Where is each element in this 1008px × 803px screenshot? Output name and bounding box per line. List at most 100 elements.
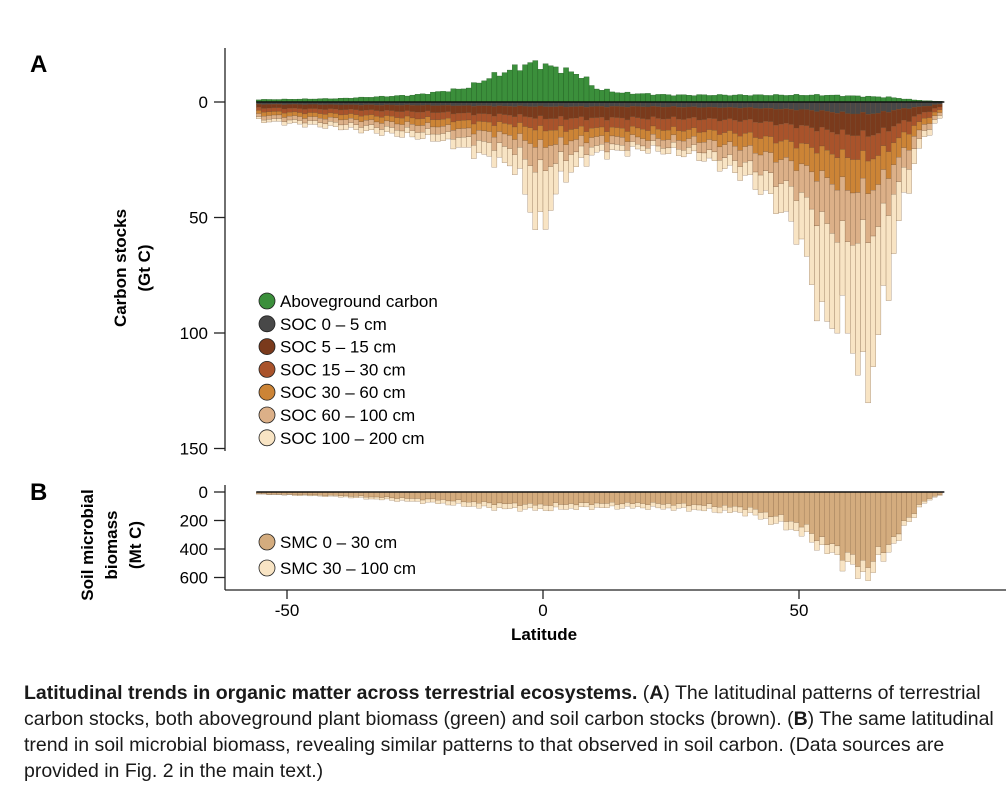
bar-soc-layer-6 [542, 170, 549, 230]
bar-aboveground [860, 96, 866, 103]
bar-soc-layer-2 [809, 110, 815, 128]
bar-soc-layer-2 [819, 110, 825, 128]
bar-soc-layer-6 [803, 197, 810, 257]
bar-smc-layer-2 [455, 499, 462, 504]
figure-caption: Latitudinal trends in organic matter acr… [24, 680, 1000, 784]
bar-smc-layer-2 [466, 502, 472, 507]
bar-soc-layer-2 [578, 106, 585, 117]
bar-soc-layer-2 [839, 111, 846, 130]
bar-soc-layer-2 [542, 106, 549, 120]
bar-soc-layer-2 [880, 110, 887, 128]
bar-aboveground [793, 94, 800, 103]
bar-aboveground [727, 95, 733, 103]
bar-soc-layer-3 [496, 113, 503, 122]
panel-b-ylabel-line2: biomass [102, 511, 121, 580]
bar-smc-layer-1 [773, 491, 779, 517]
bar-soc-layer-3 [466, 112, 472, 121]
bar-smc-layer-2 [425, 498, 431, 503]
x-tick-label: 50 [790, 601, 809, 620]
bar-soc-layer-3 [711, 118, 718, 131]
bar-soc-layer-1 [783, 101, 789, 109]
bar-soc-layer-4 [578, 126, 585, 136]
bar-smc-layer-2 [312, 494, 318, 496]
bar-soc-layer-6 [814, 225, 820, 322]
bar-smc-layer-2 [645, 504, 651, 510]
bar-soc-layer-4 [635, 127, 641, 138]
bar-smc-layer-1 [394, 491, 400, 499]
bar-soc-layer-2 [686, 106, 692, 119]
bar-soc-layer-5 [558, 137, 564, 152]
bar-soc-layer-4 [291, 111, 298, 116]
bar-soc-layer-3 [414, 112, 421, 120]
bar-soc-layer-3 [747, 119, 754, 133]
bar-soc-layer-2 [926, 105, 933, 113]
bar-soc-layer-6 [752, 171, 759, 190]
bar-soc-layer-2 [394, 105, 400, 112]
bar-soc-layer-5 [547, 145, 554, 167]
bar-soc-layer-6 [691, 144, 697, 152]
bar-soc-layer-2 [681, 107, 687, 120]
bar-soc-layer-3 [778, 124, 784, 142]
bar-soc-layer-3 [532, 118, 539, 131]
bar-smc-layer-2 [578, 502, 585, 508]
bar-soc-layer-1 [727, 101, 733, 108]
bar-soc-layer-3 [266, 108, 272, 112]
bar-aboveground [599, 90, 605, 103]
bar-soc-layer-2 [594, 106, 600, 118]
bar-aboveground [553, 66, 559, 103]
bar-smc-layer-1 [373, 491, 380, 498]
bar-smc-layer-2 [870, 561, 876, 573]
bar-soc-layer-5 [937, 112, 943, 116]
bar-soc-layer-4 [450, 121, 457, 131]
bar-soc-layer-6 [809, 208, 815, 285]
bar-soc-layer-3 [844, 134, 851, 158]
bar-soc-layer-5 [276, 114, 283, 119]
bar-soc-layer-5 [297, 116, 303, 121]
bar-soc-layer-1 [809, 101, 815, 111]
bar-soc-layer-1 [819, 101, 825, 111]
bar-soc-layer-1 [583, 101, 590, 108]
bar-smc-layer-2 [670, 505, 677, 511]
bar-soc-layer-4 [614, 127, 620, 137]
bar-soc-layer-4 [256, 110, 262, 114]
bar-soc-layer-5 [650, 134, 656, 141]
bar-soc-layer-6 [471, 145, 477, 159]
bar-soc-layer-1 [829, 101, 835, 113]
bar-soc-layer-2 [675, 107, 682, 120]
bar-soc-layer-4 [471, 123, 477, 135]
bar-soc-layer-6 [379, 129, 385, 136]
bar-soc-layer-1 [716, 101, 723, 109]
bar-smc-layer-1 [501, 491, 508, 505]
bar-soc-layer-6 [921, 130, 928, 137]
bar-soc-layer-3 [553, 118, 559, 131]
bar-soc-layer-3 [353, 109, 359, 115]
bar-soc-layer-4 [507, 124, 513, 136]
bar-aboveground [573, 74, 580, 103]
legend-swatch [258, 559, 276, 577]
bar-soc-layer-6 [742, 162, 748, 176]
bar-soc-layer-3 [476, 113, 482, 122]
bar-soc-layer-3 [645, 119, 651, 131]
bar-soc-layer-5 [312, 116, 318, 121]
bar-soc-layer-3 [870, 135, 876, 160]
bar-soc-layer-4 [384, 115, 390, 122]
bar-soc-layer-3 [363, 109, 370, 116]
bar-smc-layer-2 [778, 514, 784, 522]
bar-soc-layer-2 [793, 110, 800, 129]
bar-soc-layer-2 [317, 104, 323, 110]
bar-soc-layer-4 [512, 126, 518, 140]
bar-soc-layer-1 [604, 101, 610, 108]
bar-soc-layer-6 [435, 134, 441, 142]
bar-soc-layer-3 [368, 109, 375, 115]
bar-soc-layer-5 [430, 126, 436, 135]
bar-aboveground [762, 95, 769, 103]
bar-soc-layer-5 [394, 123, 400, 131]
bar-aboveground [783, 95, 789, 103]
legend-swatch [258, 360, 276, 378]
bar-soc-layer-4 [645, 130, 651, 141]
panel-a-ytick-label: 50 [189, 209, 208, 228]
bar-soc-layer-4 [414, 118, 421, 126]
bar-smc-layer-1 [614, 491, 620, 505]
bar-soc-layer-6 [271, 118, 277, 122]
bar-soc-layer-2 [256, 103, 262, 108]
